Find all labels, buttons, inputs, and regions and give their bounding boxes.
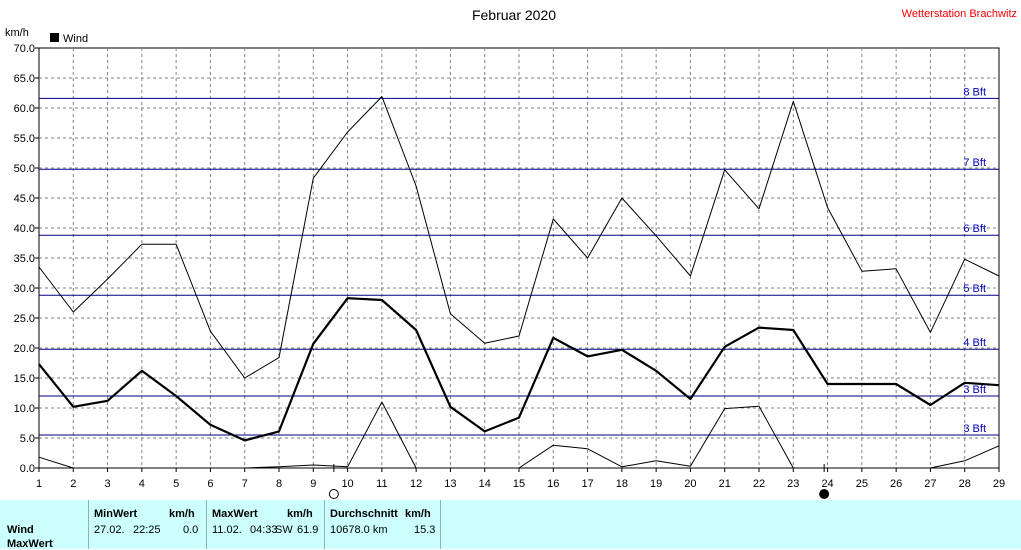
x-tick-label: 5 [173,478,179,490]
series-line-min [930,445,1000,469]
series-line-min [518,405,828,469]
x-tick-label: 28 [959,478,971,490]
legend-label: Wind [63,33,88,45]
x-tick-label: 21 [719,478,731,490]
x-tick-label: 9 [310,478,316,490]
x-tick-label: 17 [581,478,593,490]
y-tick-label: 55.0 [14,133,35,145]
max-header: MaxWert [212,508,258,520]
wind-chart: 3 Bft 3 Bft 4 Bft 5 Bft 6 Bft 7 Bft 8 Bft 0.0 5… [5,7,1017,499]
avg-header: Durchschnitt [330,508,398,520]
y-tick-label: 50.0 [14,163,35,175]
avg-distance: 10678.0 km [330,524,388,536]
series-line-min [244,401,417,469]
stats-separator [88,500,89,549]
max-value: 61.9 [297,524,319,536]
y-tick-label: 10.0 [14,403,35,415]
max-unit: km/h [287,508,313,520]
min-unit: km/h [169,508,195,520]
series-lines [38,96,1000,469]
stats-separator [206,500,207,549]
beaufort-label: 3 Bft [963,423,986,435]
legend-swatch [50,33,59,42]
min-date: 27.02. [94,524,125,536]
full-moon-icon [328,489,339,499]
x-tick-label: 19 [650,478,662,490]
x-tick-label: 29 [993,478,1005,490]
series-line-max [38,96,1000,379]
avg-unit: km/h [405,508,431,520]
x-tick-label: 2 [70,478,76,490]
beaufort-label: 7 Bft [963,157,986,169]
y-tick-label: 0.0 [20,463,35,475]
x-tick-label: 12 [410,478,422,490]
grid [39,48,999,468]
avg-value: 15.3 [414,524,436,536]
x-tick-label: 6 [207,478,213,490]
y-unit-label: km/h [5,27,29,39]
max-date: 11.02. [212,524,242,536]
min-header: MinWert [94,508,138,520]
beaufort-label: 8 Bft [963,86,986,98]
y-tick-label: 15.0 [14,373,35,385]
beaufort-label: 3 Bft [963,384,986,396]
y-tick-label: 5.0 [20,433,35,445]
new-moon-icon [819,489,830,499]
y-axis: 0.0 5.0 10.0 15.0 20.0 25.0 30.0 35.0 40.0 45.0 50… [14,43,39,475]
max-direction: SW [275,524,293,536]
x-tick-label: 7 [242,478,248,490]
x-tick-label: 23 [787,478,799,490]
x-tick-label: 15 [513,478,525,490]
x-tick-label: 11 [376,478,387,490]
x-tick-label: 13 [444,478,456,490]
x-tick-label: 3 [105,478,111,490]
x-tick-label: 16 [547,478,559,490]
beaufort-label: 5 Bft [963,283,986,295]
moon-phases [328,464,830,499]
x-tick-label: 18 [616,478,628,490]
stats-separator [440,500,441,549]
stats-row-label: MaxWert [7,538,53,550]
x-tick-label: 27 [924,478,936,490]
x-tick-label: 14 [479,478,491,490]
x-tick-label: 25 [856,478,868,490]
beaufort-label: 6 Bft [963,223,986,235]
x-axis: 1 2 3 4 5 6 7 8 9 10 11 12 13 14 15 16 17 18 19 20 21 22 23 24 2… [36,468,1005,490]
stats-separator [324,500,325,549]
stats-row-label: Wind [7,524,34,536]
beaufort-label: 4 Bft [963,337,986,349]
x-tick-label: 1 [36,478,42,490]
beaufort-lines: 3 Bft 3 Bft 4 Bft 5 Bft 6 Bft 7 Bft 8 Bft [39,86,999,436]
x-tick-label: 24 [821,478,833,490]
x-tick-label: 26 [890,478,902,490]
x-tick-label: 8 [276,478,282,490]
x-tick-label: 4 [139,478,145,490]
stats-panel: Wind MaxWert MinWert km/h 27.02. 22:25 0… [0,500,1021,550]
series-line-min [38,456,74,469]
y-tick-label: 25.0 [14,313,35,325]
y-tick-label: 30.0 [14,283,35,295]
max-time: 04:33 [250,524,278,536]
y-tick-label: 45.0 [14,193,35,205]
min-time: 22:25 [133,524,161,536]
y-tick-label: 40.0 [14,223,35,235]
y-tick-label: 65.0 [14,73,35,85]
y-tick-label: 35.0 [14,253,35,265]
y-tick-label: 20.0 [14,343,35,355]
chart-title: Februar 2020 [472,7,556,23]
y-tick-label: 60.0 [14,103,35,115]
x-tick-label: 10 [341,478,353,490]
min-value: 0.0 [183,524,199,536]
x-tick-label: 22 [753,478,765,490]
series-line-average [38,297,1000,442]
y-tick-label: 70.0 [14,43,35,55]
x-tick-label: 20 [684,478,696,490]
station-name: Wetterstation Brachwitz [902,8,1017,20]
